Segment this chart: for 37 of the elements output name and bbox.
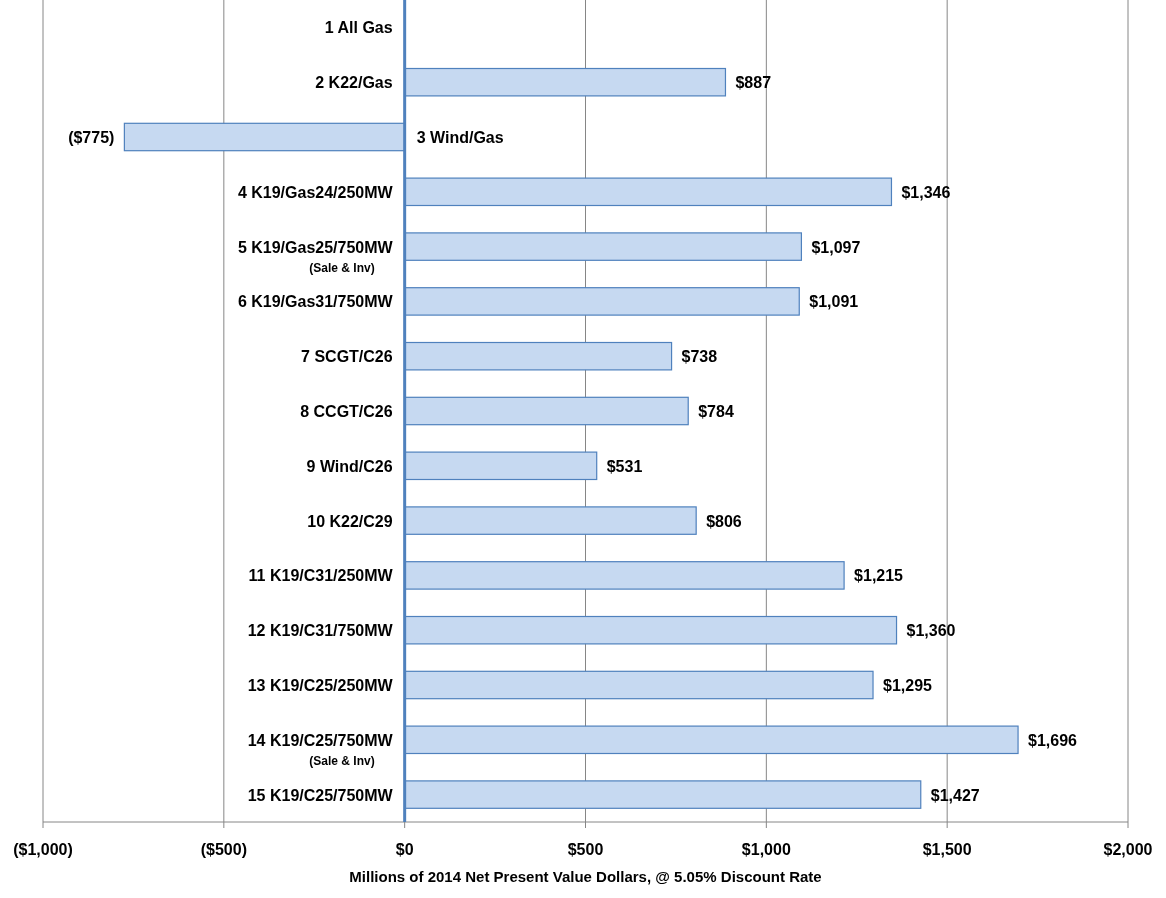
x-tick-label: $1,000 xyxy=(741,841,791,858)
data-label: $1,097 xyxy=(811,238,861,256)
data-label: $1,295 xyxy=(883,677,933,694)
data-label: $1,091 xyxy=(809,293,859,311)
y-tick-label: 4 K19/Gas24/250MW xyxy=(237,183,394,201)
y-tick-label: 11 K19/C31/250MW xyxy=(248,567,394,585)
data-label: $784 xyxy=(698,403,734,420)
y-tick-label: 2 K22/Gas xyxy=(315,74,393,92)
data-label: $806 xyxy=(706,512,742,530)
y-tick-label: 14 K19/C25/750MW (Sale & Inv) xyxy=(247,731,394,768)
x-tick-label: $1,500 xyxy=(922,841,972,858)
y-tick-label: 10 K22/C29 xyxy=(307,512,393,530)
x-tick-label: $2,000 xyxy=(1103,841,1153,858)
x-tick-label: $0 xyxy=(395,841,414,858)
x-tick-label: $500 xyxy=(567,841,604,858)
y-tick-label: 9 Wind/C26 xyxy=(306,457,393,475)
y-tick-label: 13 K19/C25/250MW xyxy=(247,677,394,694)
data-label: $531 xyxy=(606,457,643,475)
y-tick-label: 12 K19/C31/750MW xyxy=(247,622,394,640)
data-label: $1,696 xyxy=(1028,731,1078,749)
y-tick-label: 15 K19/C25/750MW xyxy=(247,786,394,804)
y-tick-label: 7 SCGT/C26 xyxy=(301,348,393,366)
data-label: $1,346 xyxy=(901,183,951,201)
x-tick-label: ($500) xyxy=(200,841,247,858)
y-tick-label: 3 Wind/Gas xyxy=(416,129,504,146)
data-label: $1,215 xyxy=(854,567,904,585)
data-label: ($775) xyxy=(68,129,115,146)
y-tick-label: 8 CCGT/C26 xyxy=(300,403,393,420)
y-tick-label: 1 All Gas xyxy=(324,19,393,37)
data-label: $887 xyxy=(735,74,772,92)
y-tick-label: 5 K19/Gas25/750MW (Sale & Inv) xyxy=(237,238,394,275)
y-tick-label: 6 K19/Gas31/750MW xyxy=(237,293,394,311)
data-label: $1,360 xyxy=(906,622,956,640)
data-label: $738 xyxy=(681,348,718,366)
x-tick-label: ($1,000) xyxy=(13,841,73,858)
data-label: $1,427 xyxy=(930,786,980,804)
x-axis-title: Millions of 2014 Net Present Value Dollars, @ 5.05% Discount Rate xyxy=(349,868,822,885)
